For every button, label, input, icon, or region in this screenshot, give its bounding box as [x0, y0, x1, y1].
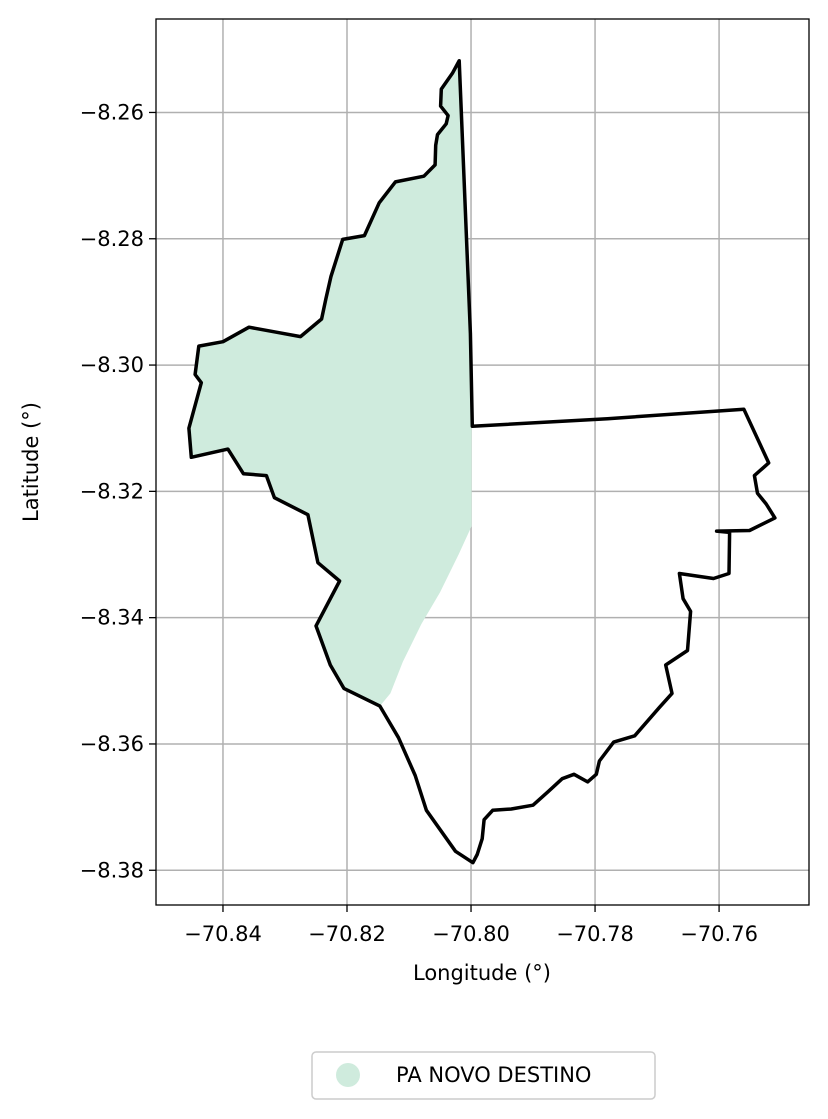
- y-tick-label: −8.28: [80, 227, 144, 251]
- x-axis-label: Longitude (°): [413, 961, 551, 985]
- axis-ticks: −70.84 −70.82 −70.80 −70.78 −70.76 −8.26 −8.28…: [80, 100, 758, 946]
- municipality-boundary: [187, 58, 777, 865]
- x-tick-label: −70.76: [680, 922, 758, 946]
- plot-frame: [155, 18, 810, 906]
- y-tick-label: −8.30: [80, 353, 144, 377]
- legend-marker: [336, 1063, 360, 1087]
- y-tick-label: −8.34: [80, 606, 144, 630]
- legend: PA NOVO DESTINO: [311, 1051, 656, 1100]
- x-tick-label: −70.84: [184, 922, 262, 946]
- y-tick-label: −8.32: [80, 479, 144, 503]
- legend-frame: [311, 1051, 656, 1100]
- y-tick-label: −8.38: [80, 858, 144, 882]
- grid-lines: [156, 19, 809, 905]
- y-tick-label: −8.26: [80, 100, 144, 124]
- x-tick-label: −70.78: [556, 922, 634, 946]
- y-tick-label: −8.36: [80, 732, 144, 756]
- y-axis-label: Latitude (°): [19, 402, 43, 522]
- legend-label: PA NOVO DESTINO: [396, 1063, 591, 1087]
- pa-novo-destino-area: [188, 60, 472, 707]
- x-tick-label: −70.80: [432, 922, 510, 946]
- x-tick-label: −70.82: [308, 922, 386, 946]
